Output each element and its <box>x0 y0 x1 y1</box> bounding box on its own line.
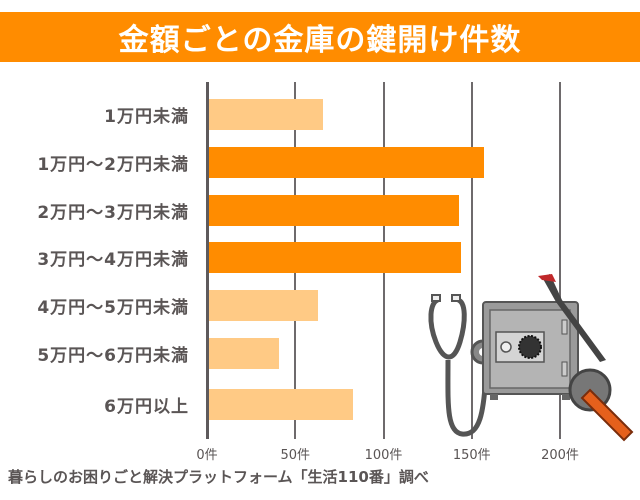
category-label: 6万円以上 <box>104 397 189 417</box>
chart-title: 金額ごとの金庫の鍵開け件数 <box>118 23 522 58</box>
source-note: 暮らしのお困りごと解決プラットフォーム「生活110番」調べ <box>8 468 429 486</box>
category-label: 2万円～3万円未満 <box>37 203 189 223</box>
x-tick-label: 200件 <box>541 448 579 463</box>
x-tick-label: 0件 <box>196 448 218 463</box>
category-label: 1万円～2万円未満 <box>37 155 189 175</box>
bar <box>209 147 485 178</box>
category-label: 4万円～5万円未満 <box>37 298 189 318</box>
safe-icon <box>482 301 579 400</box>
category-label: 1万円未満 <box>104 107 189 127</box>
bar <box>209 290 319 321</box>
bar <box>209 195 460 226</box>
bar <box>209 389 354 420</box>
x-tick-label: 50件 <box>280 448 311 463</box>
bar <box>209 242 462 273</box>
angle-grinder-icon <box>568 368 634 442</box>
x-tick-label: 100件 <box>364 448 403 463</box>
bar <box>209 99 324 130</box>
gridline <box>559 82 561 439</box>
bar <box>209 338 280 369</box>
x-tick-label: 150件 <box>452 448 491 463</box>
gridline <box>470 82 473 439</box>
category-label: 3万円～4万円未満 <box>37 250 189 270</box>
safe-tools-illustration <box>428 274 634 442</box>
crowbar-icon <box>538 274 606 362</box>
category-label: 5万円～6万円未満 <box>37 346 189 366</box>
title-band: 金額ごとの金庫の鍵開け件数 <box>0 12 640 62</box>
y-axis-line <box>206 82 209 439</box>
